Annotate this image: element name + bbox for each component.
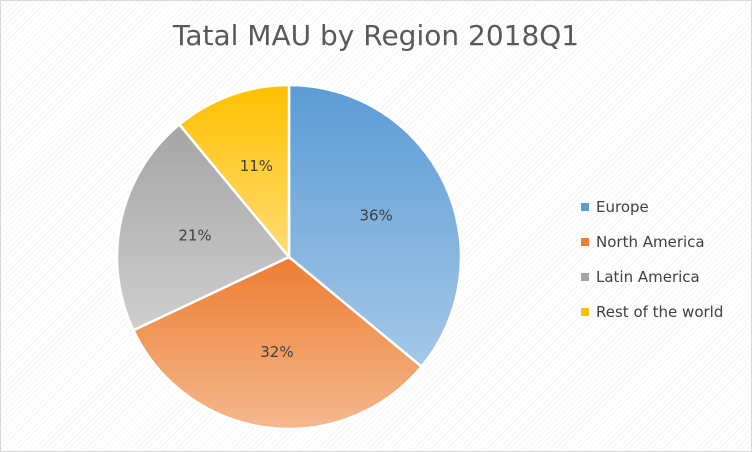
pie-data-labels: 36% 32% 21% 11% — [178, 157, 392, 361]
legend-swatch — [581, 307, 589, 316]
legend-label: Europe — [596, 197, 649, 216]
data-label-north-america: 32% — [260, 343, 293, 361]
pie-slice-rest-of-the-world — [177, 83, 291, 261]
legend-swatch — [581, 237, 589, 246]
legend-label: North America — [596, 232, 705, 251]
data-label-rest-of-the-world: 11% — [240, 157, 273, 175]
legend-item-north-america: North America — [581, 224, 747, 259]
pie-slices — [115, 83, 463, 431]
legend-swatch — [581, 272, 589, 281]
legend-label: Latin America — [596, 267, 700, 286]
data-label-europe: 36% — [359, 206, 392, 224]
pie-slice-latin-america — [115, 122, 291, 332]
legend-swatch — [581, 202, 589, 211]
legend-item-latin-america: Latin America — [581, 259, 747, 294]
data-label-latin-america: 21% — [178, 226, 211, 244]
legend-item-europe: Europe — [581, 189, 747, 224]
chart-legend: Europe North America Latin America Rest of … — [581, 189, 747, 329]
pie-slice-north-america — [131, 255, 424, 431]
legend-label: Rest of the world — [596, 302, 724, 321]
legend-item-rest-of-the-world: Rest of the world — [581, 294, 747, 329]
pie-slice-europe — [287, 83, 463, 369]
chart-title: Tatal MAU by Region 2018Q1 — [172, 19, 580, 52]
